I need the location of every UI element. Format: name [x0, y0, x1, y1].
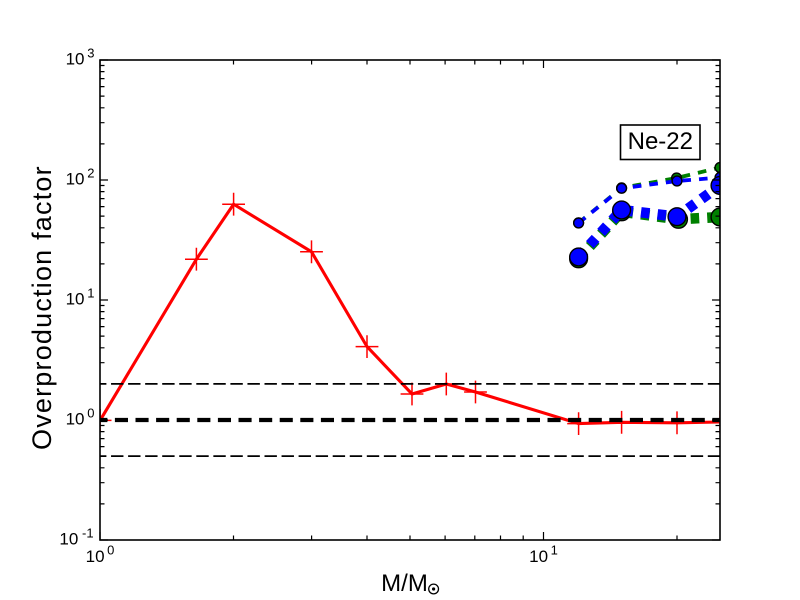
svg-text:M/M: M/M: [381, 570, 428, 597]
svg-text:Overproduction factor: Overproduction factor: [27, 165, 57, 450]
svg-text:1: 1: [87, 285, 94, 300]
svg-text:10: 10: [59, 530, 78, 549]
svg-text:10: 10: [66, 290, 85, 309]
svg-text:2: 2: [87, 165, 94, 180]
svg-text:10: 10: [66, 170, 85, 189]
svg-text:10: 10: [66, 410, 85, 429]
svg-text:10: 10: [86, 547, 105, 566]
svg-text:0: 0: [87, 405, 94, 420]
svg-text:-1: -1: [82, 525, 94, 540]
svg-text:1: 1: [551, 543, 558, 558]
svg-text:0: 0: [107, 543, 114, 558]
svg-text:10: 10: [66, 50, 85, 69]
svg-text:Ne-22: Ne-22: [628, 128, 693, 155]
svg-text:3: 3: [87, 45, 94, 60]
svg-text:10: 10: [529, 547, 548, 566]
